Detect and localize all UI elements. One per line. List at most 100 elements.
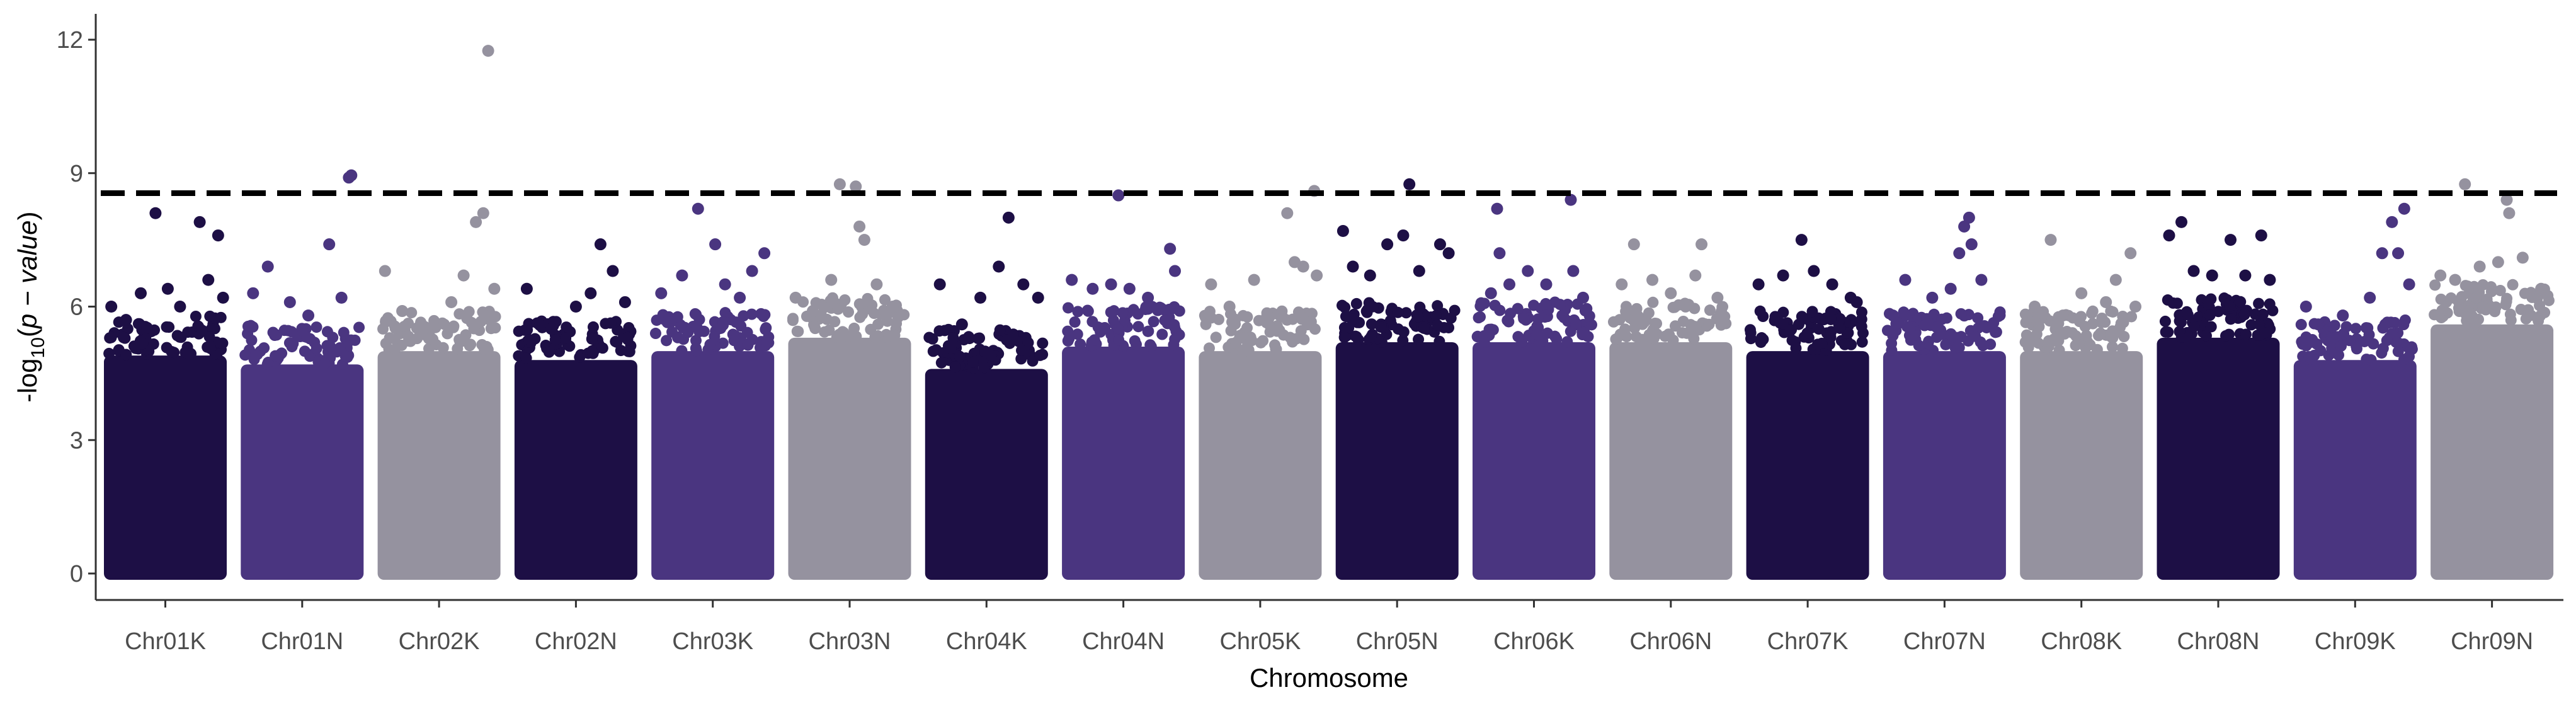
- snp-point: [1348, 313, 1360, 325]
- snp-peak-point: [470, 216, 482, 228]
- snp-point: [862, 292, 874, 304]
- snp-point: [738, 310, 749, 322]
- snp-point: [2080, 330, 2092, 342]
- snp-point: [682, 326, 694, 338]
- y-tick-label: 9: [70, 161, 83, 187]
- snp-point: [1570, 317, 1582, 329]
- snp-point: [994, 324, 1006, 336]
- snp-peak-point: [1564, 193, 1577, 206]
- x-tick-label: Chr02K: [399, 628, 480, 655]
- snp-peak-point: [758, 247, 771, 260]
- snp-point: [843, 306, 855, 318]
- snp-point: [2200, 330, 2212, 342]
- snp-peak-point: [1777, 269, 1789, 282]
- snp-point: [204, 310, 216, 322]
- snp-point: [141, 321, 153, 333]
- snp-point: [698, 325, 710, 337]
- snp-point: [787, 313, 799, 325]
- snp-point: [1886, 337, 1898, 349]
- snp-peak-point: [2100, 296, 2112, 308]
- snp-point: [1972, 312, 1984, 324]
- snp-point: [2182, 309, 2194, 321]
- snp-point: [1173, 305, 1185, 317]
- snp-point: [1951, 331, 1963, 343]
- snp-point: [1350, 331, 1362, 343]
- snp-point: [2368, 338, 2379, 350]
- snp-point: [926, 333, 938, 345]
- snp-point: [513, 325, 525, 337]
- snp-point: [105, 331, 117, 343]
- snp-point: [204, 341, 216, 353]
- snp-point: [1140, 301, 1152, 313]
- snp-point: [761, 337, 773, 349]
- snp-point: [819, 326, 831, 338]
- snp-point: [1518, 313, 1530, 325]
- snp-peak-point: [1164, 243, 1177, 255]
- snp-point: [2061, 325, 2073, 337]
- snp-point: [2505, 314, 2517, 326]
- snp-point: [1365, 318, 1377, 330]
- snp-peak-point: [2056, 309, 2069, 322]
- snp-point: [1992, 311, 2004, 323]
- snp-point: [2070, 330, 2082, 342]
- chromosome-group-chr02k: [377, 45, 501, 580]
- snp-point: [649, 328, 661, 340]
- snp-point: [878, 304, 890, 316]
- snp-point: [741, 326, 753, 338]
- snp-point: [2392, 345, 2404, 357]
- chromosome-group-chr07n: [1881, 211, 2006, 580]
- snp-point: [442, 328, 453, 340]
- snp-point: [249, 349, 261, 360]
- snp-peak-point: [335, 291, 348, 304]
- snp-peak-point: [1066, 274, 1078, 286]
- snp-peak-point: [2225, 234, 2237, 246]
- snp-point: [730, 316, 742, 328]
- snp-point: [1117, 307, 1129, 319]
- snp-peak-point: [1958, 220, 1971, 233]
- snp-point: [543, 346, 555, 358]
- snp-peak-point: [2459, 178, 2471, 190]
- snp-peak-point: [212, 229, 224, 242]
- y-tick-label: 12: [57, 27, 83, 54]
- dense-points-mass: [104, 355, 227, 580]
- snp-peak-point: [2449, 274, 2461, 286]
- snp-point: [300, 331, 312, 343]
- snp-point: [1129, 335, 1141, 347]
- snp-peak-point: [1926, 291, 1939, 304]
- x-tick-label: Chr01K: [125, 628, 206, 655]
- snp-point: [1952, 342, 1964, 354]
- snp-peak-point: [174, 301, 186, 313]
- snp-point: [962, 331, 974, 343]
- snp-point: [311, 321, 322, 333]
- dense-points-mass: [1335, 342, 1459, 580]
- snp-point: [809, 321, 821, 333]
- snp-point: [2340, 321, 2352, 333]
- snp-peak-point: [1442, 247, 1455, 260]
- snp-peak-point: [2492, 256, 2504, 268]
- snp-peak-point: [1397, 229, 1410, 242]
- snp-point: [122, 323, 134, 335]
- snp-point: [242, 320, 254, 332]
- snp-peak-point: [1297, 260, 1309, 273]
- snp-point: [1913, 340, 1925, 352]
- snp-point: [482, 343, 494, 355]
- snp-point: [429, 318, 441, 330]
- snp-peak-point: [709, 238, 722, 251]
- snp-point: [2092, 330, 2104, 342]
- snp-peak-point: [161, 282, 174, 295]
- snp-point: [1338, 331, 1350, 343]
- snp-peak-point: [488, 282, 501, 295]
- dense-points-mass: [651, 351, 775, 580]
- snp-point: [2213, 306, 2225, 318]
- snp-point: [377, 323, 389, 335]
- snp-point: [2115, 318, 2127, 330]
- snp-point: [1412, 311, 1424, 323]
- snp-point: [1305, 316, 1317, 328]
- snp-peak-point: [1248, 274, 1260, 286]
- snp-peak-point: [734, 291, 746, 304]
- snp-point: [2295, 319, 2307, 331]
- snp-peak-point: [2386, 216, 2398, 228]
- snp-point: [1105, 306, 1117, 318]
- snp-point: [760, 322, 772, 334]
- snp-peak-point: [1493, 247, 1506, 260]
